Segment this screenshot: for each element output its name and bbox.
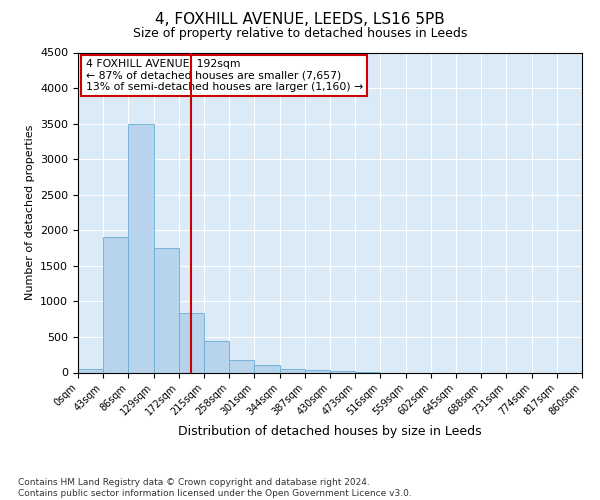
Bar [78, 369, 103, 372]
X-axis label: Distribution of detached houses by size in Leeds: Distribution of detached houses by size … [178, 426, 482, 438]
Bar [103, 238, 128, 372]
Text: 4, FOXHILL AVENUE, LEEDS, LS16 5PB: 4, FOXHILL AVENUE, LEEDS, LS16 5PB [155, 12, 445, 28]
Bar [128, 124, 154, 372]
Y-axis label: Number of detached properties: Number of detached properties [25, 125, 35, 300]
Text: Contains HM Land Registry data © Crown copyright and database right 2024.
Contai: Contains HM Land Registry data © Crown c… [18, 478, 412, 498]
Bar [305, 370, 330, 372]
Text: 4 FOXHILL AVENUE: 192sqm
← 87% of detached houses are smaller (7,657)
13% of sem: 4 FOXHILL AVENUE: 192sqm ← 87% of detach… [86, 59, 363, 92]
Bar [179, 314, 204, 372]
Bar [204, 340, 229, 372]
Bar [229, 360, 254, 372]
Bar [254, 366, 280, 372]
Bar [154, 248, 179, 372]
Bar [280, 369, 305, 372]
Text: Size of property relative to detached houses in Leeds: Size of property relative to detached ho… [133, 28, 467, 40]
